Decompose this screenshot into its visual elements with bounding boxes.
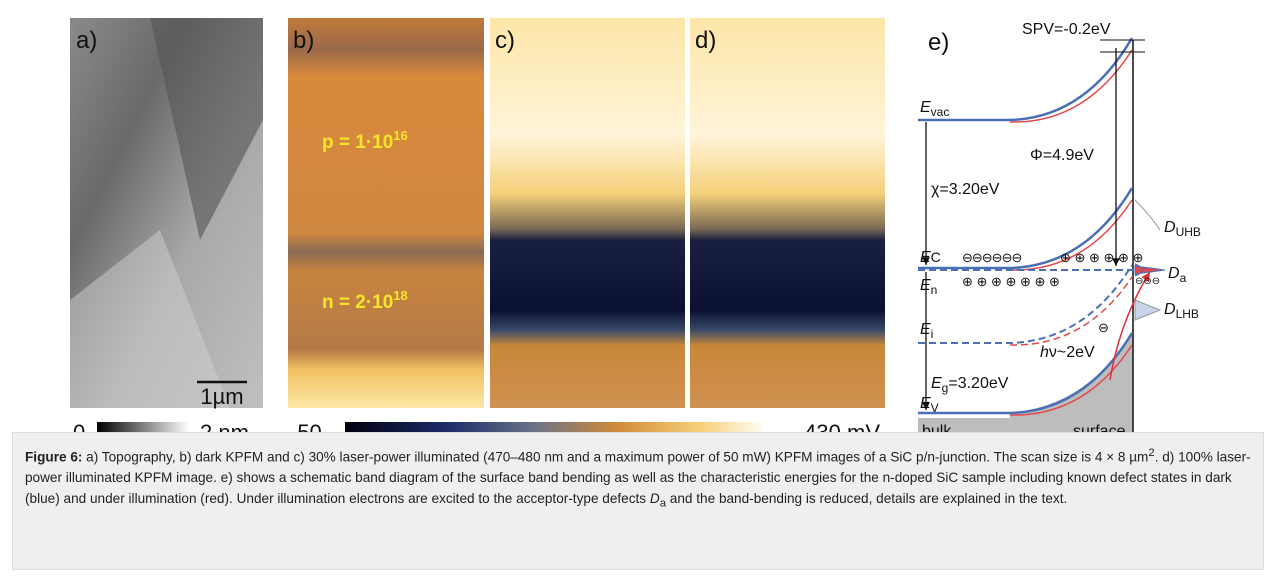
bottom-band [918, 418, 1133, 432]
panel-label: c) [495, 27, 515, 54]
holes: ⊕ ⊕ ⊕ ⊕ ⊕ ⊕ [1060, 250, 1143, 265]
topography-feature [150, 18, 263, 240]
kpfm-30-image [490, 18, 685, 408]
caption-text: . d) 100% laser- power illuminated KPFM … [25, 449, 1251, 506]
subscript: vac [931, 105, 950, 119]
holes: ⊕ ⊕ ⊕ ⊕ ⊕ ⊕ ⊕ [962, 274, 1060, 289]
colorbar-max: 430 mV [804, 420, 880, 432]
symbol: E [920, 249, 931, 266]
caption-text: and the band-bending is reduced, details… [666, 490, 1068, 506]
panel-label: b) [293, 27, 314, 54]
subscript: g [942, 381, 949, 395]
valence-band [918, 332, 1134, 415]
uhb-state [1134, 199, 1161, 231]
bulk-label: bulk [922, 423, 952, 432]
subscript: a [1180, 271, 1187, 285]
symbol: D [1168, 265, 1180, 282]
topography-feature [70, 230, 230, 408]
symbol: E [920, 99, 931, 116]
subscript: LHB [1176, 307, 1199, 321]
n-doping: n = 2·10 [322, 292, 393, 313]
vacuum-level [918, 37, 1134, 122]
uhb-label: DUHB [1164, 219, 1201, 239]
subscript: C [931, 249, 941, 265]
intrinsic-level-illuminated [1009, 276, 1133, 346]
trapped-electrons: ⊖⊖⊖ [1135, 276, 1160, 287]
gap-label: Eg=3.20eV [931, 375, 1009, 395]
caption-superscript: 2 [1148, 447, 1155, 459]
p-doping-label: p = 1·1016 [322, 128, 408, 153]
n-doping-exponent: 18 [393, 288, 407, 303]
figure-caption: Figure 6: a) Topography, b) dark KPFM an… [12, 432, 1264, 570]
caption-subscript: a [659, 497, 667, 510]
figure: a) 1µm 0 2 nm b) p = 1·1016 n = 2·1018 c… [70, 18, 1201, 432]
intrinsic-level [918, 264, 1133, 344]
photon-energy: ν~2eV [1049, 344, 1095, 361]
caption-symbol: D [649, 490, 660, 506]
caption-text: a) Topography, b) dark KPFM and c) 30% l… [82, 449, 1149, 465]
symbol: E [920, 395, 931, 412]
valence-band-illuminated [1009, 344, 1133, 416]
caption-label: Figure 6: [25, 449, 83, 465]
vacuum-level-label: Evac [920, 99, 949, 119]
kpfm-dark-image [288, 18, 484, 408]
scale-bar-label: 1µm [200, 384, 243, 409]
conduction-band-illuminated [1009, 199, 1133, 271]
conduction-band [918, 187, 1134, 270]
symbol: E [931, 375, 942, 392]
vacuum-level-illuminated [1009, 49, 1133, 123]
subscript: V [931, 401, 939, 415]
photon-label: hν~2eV [1040, 344, 1095, 361]
colorbar-min: 0 [73, 420, 85, 432]
acceptor-label: Da [1168, 265, 1187, 285]
colorbar-min: -50 [290, 420, 322, 432]
intrinsic-label: Ei [920, 321, 933, 341]
subscript: i [931, 327, 934, 341]
symbol: E [920, 277, 931, 294]
fermi-level-label: En [920, 277, 937, 297]
panel-label: a) [76, 27, 97, 54]
colorbar-max: 2 nm [200, 420, 249, 432]
height-colorbar [97, 422, 189, 432]
panel-label: e) [928, 29, 949, 56]
electron: ⊖ [1098, 320, 1109, 335]
symbol: D [1164, 219, 1176, 236]
symbol: E [920, 321, 931, 338]
surface-label: surface [1073, 423, 1126, 432]
symbol: h [1040, 344, 1049, 361]
valence-band-label: EV [920, 395, 939, 415]
symbol: D [1164, 301, 1176, 318]
panel-label: d) [695, 27, 716, 54]
excitation-arrow [1109, 271, 1151, 381]
spv-label: SPV=-0.2eV [1022, 21, 1111, 38]
n-doping-label: n = 2·1018 [322, 288, 408, 313]
gap-value: =3.20eV [948, 375, 1008, 392]
kpfm-100-image [690, 18, 885, 408]
p-doping: p = 1·10 [322, 132, 393, 153]
potential-colorbar [345, 422, 763, 432]
acceptor-state [1134, 263, 1166, 277]
conduction-band-label: EC [920, 249, 941, 266]
subscript: n [931, 283, 938, 297]
electrons: ⊖⊖⊖⊖⊖⊖ [962, 250, 1021, 265]
lhb-label: DLHB [1164, 301, 1199, 321]
band-diagram: ⊖⊖⊖⊖⊖⊖ ⊕ ⊕ ⊕ ⊕ ⊕ ⊕ ⊕ ⊕ ⊕ ⊕ ⊕ ⊕ ⊕ ⊖ ⊖⊖⊖ [918, 37, 1166, 432]
affinity-label: χ=3.20eV [931, 181, 1000, 198]
surface-shading [918, 330, 1133, 432]
lhb-state [1134, 299, 1162, 321]
work-function-label: Φ=4.9eV [1030, 147, 1094, 164]
p-doping-exponent: 16 [393, 128, 407, 143]
subscript: UHB [1176, 225, 1201, 239]
